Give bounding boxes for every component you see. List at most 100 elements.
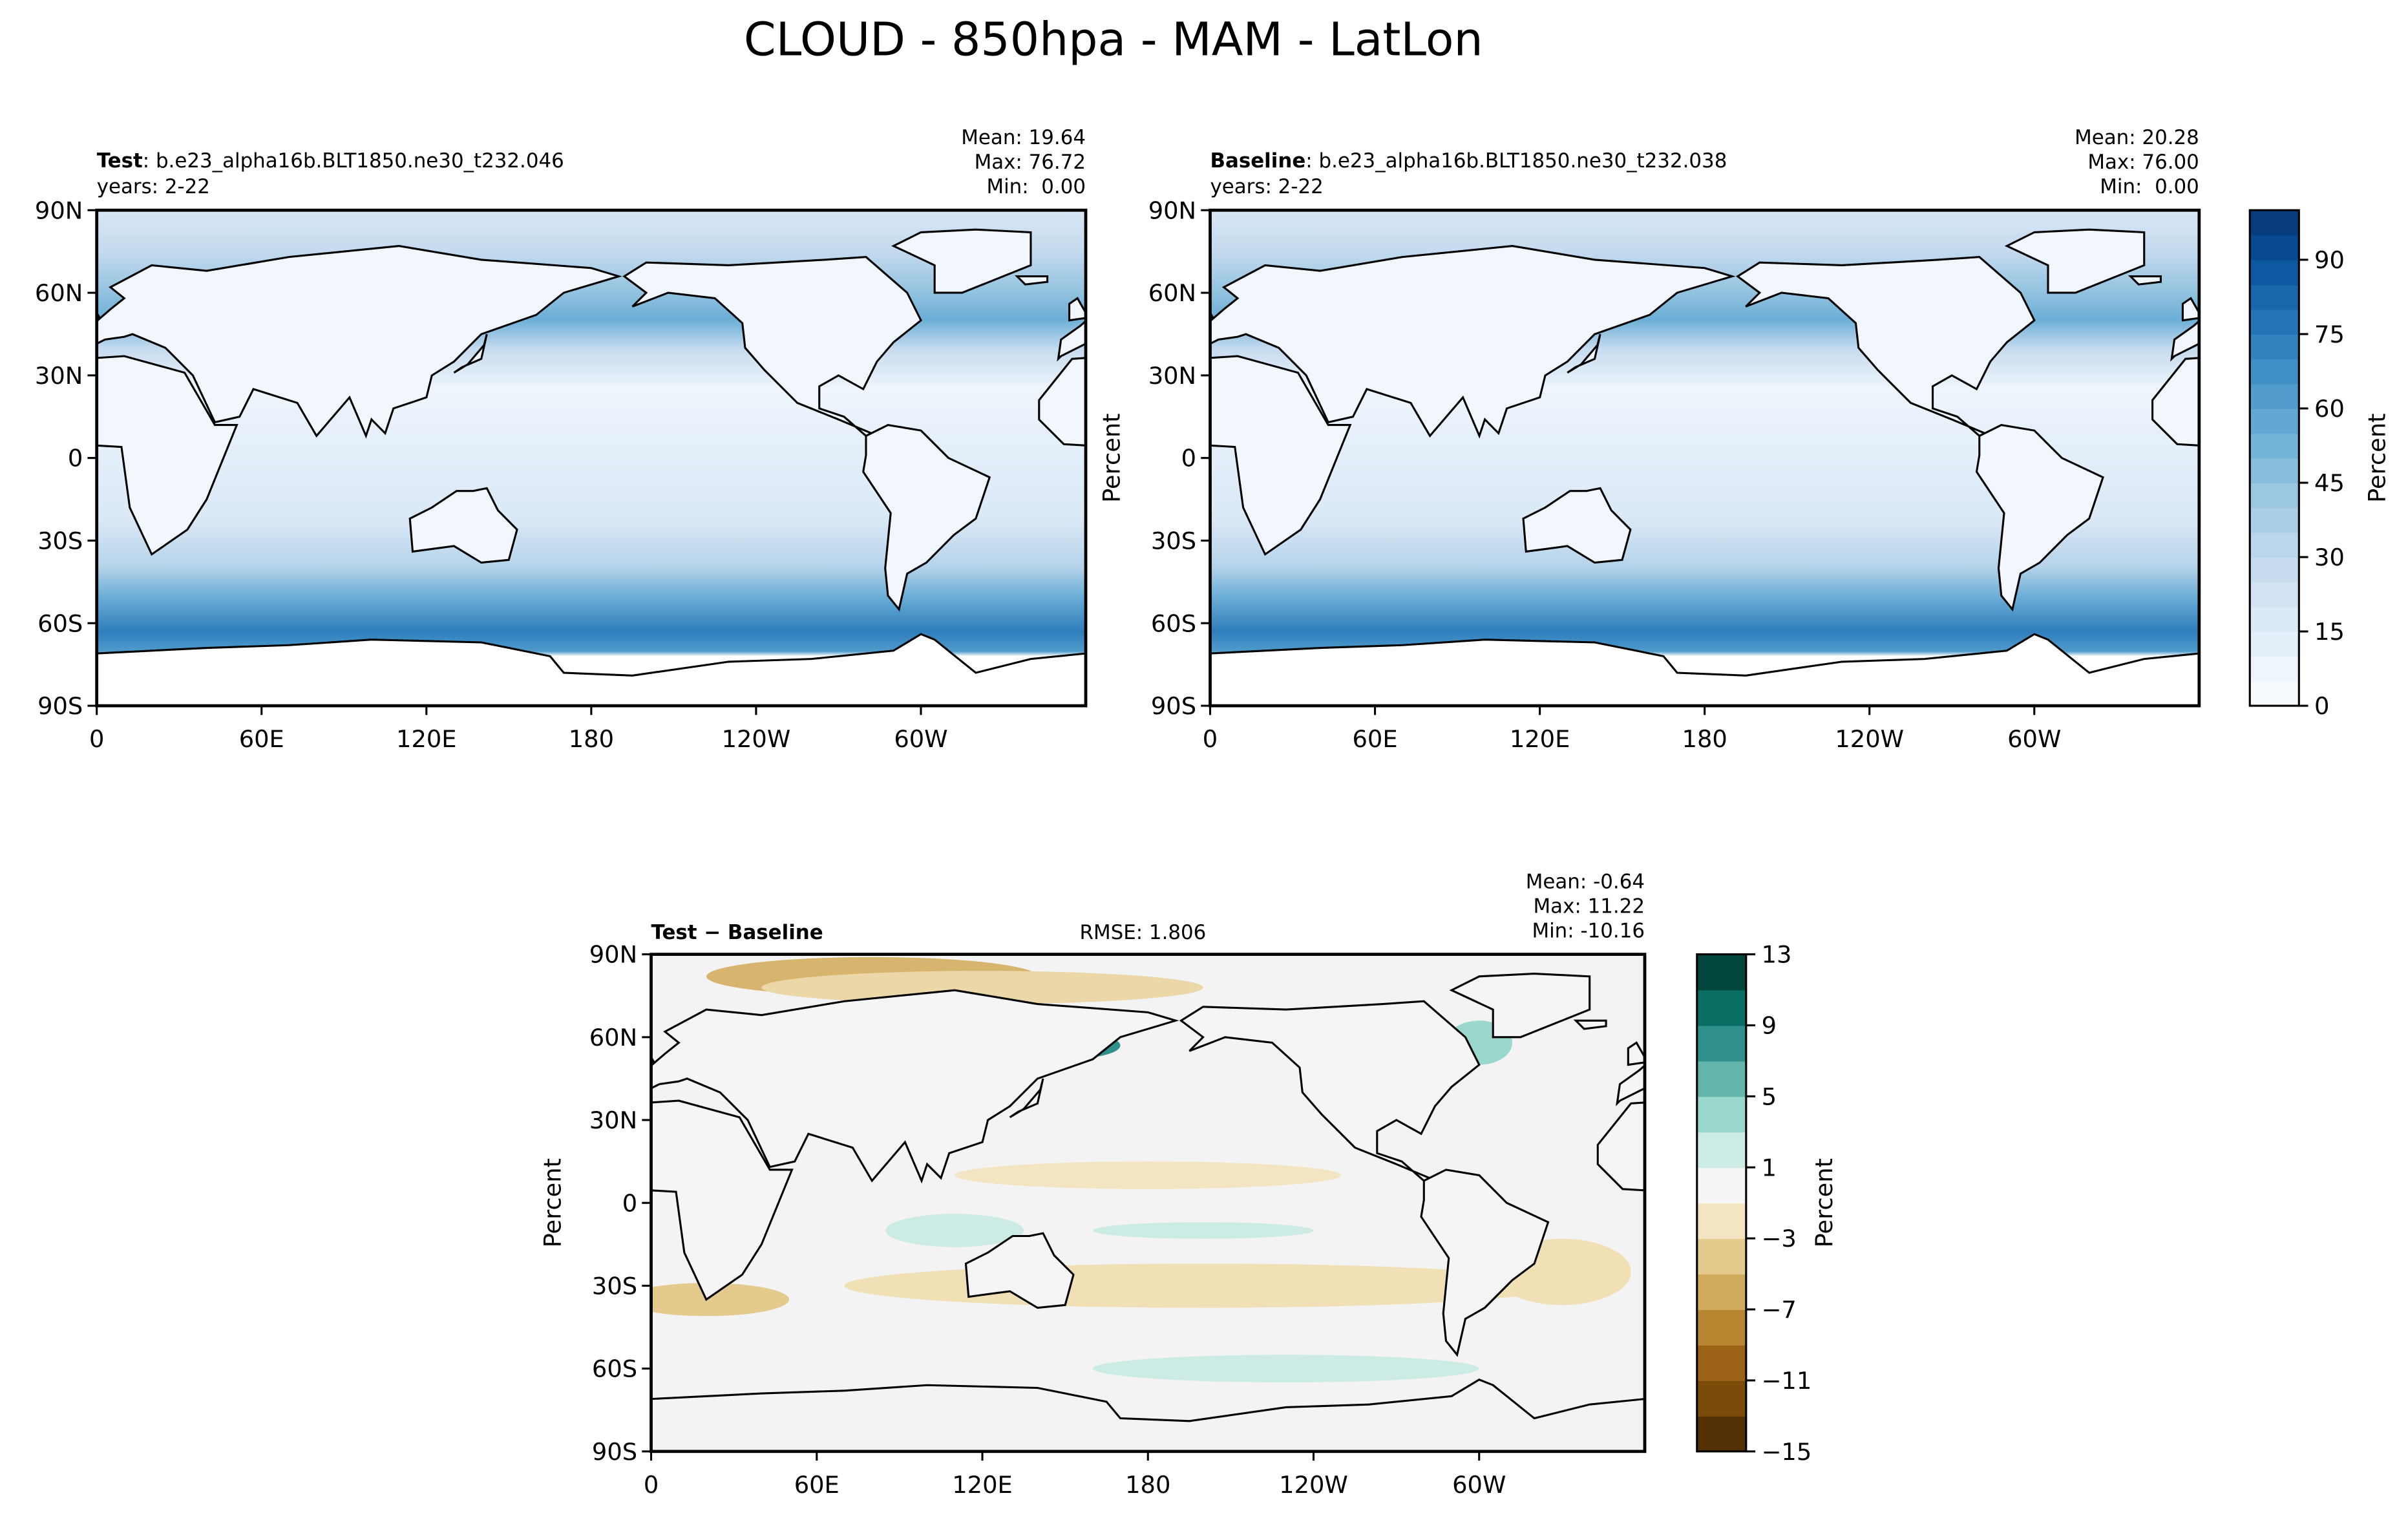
colorbar-band [2250,606,2299,632]
y-tick-label: 30S [1151,527,1196,555]
x-tick-label: 180 [1125,1471,1170,1499]
x-tick-label: 60E [1353,725,1398,753]
x-tick-label: 0 [644,1471,659,1499]
coastline [2128,275,2162,286]
colorbar-band [1696,1061,1746,1097]
panel-run: : b.e23_alpha16b.BLT1850.ne30_t232.046 [143,149,564,173]
coastline [1015,275,1049,286]
coastline [1567,333,1601,374]
coastline [1616,1064,1645,1106]
colorbar-band [1696,1238,1746,1275]
x-tick-label: 60E [239,725,284,753]
colorbar-band [2250,458,2299,483]
y-tick-label: 60S [37,609,83,637]
y-tick-label: 60N [35,279,83,307]
colorbar-band [2250,235,2299,260]
coastline [1522,487,1632,564]
colorbar-tick-label: 5 [1762,1083,1777,1110]
y-tick-label: 90S [37,692,83,720]
colorbar-tick-label: −3 [1762,1225,1797,1252]
coastline [964,1232,1075,1309]
coastline [2181,297,2199,322]
y-axis-label: Percent [1097,413,1125,502]
y-tick-label: 60S [1151,609,1196,637]
colorbar-tick-label: 0 [2314,692,2329,720]
coastline [622,256,922,438]
x-tick-label: 0 [1203,725,1218,753]
x-tick-label: 180 [1682,725,1727,753]
panel-stat: Mean: 20.28 [2075,126,2199,149]
colorbar-band [2250,383,2299,409]
colorbar-band [1696,989,1746,1026]
coastline [96,244,622,439]
colorbar-band [1696,1096,1746,1133]
x-tick-label: 60W [894,725,947,753]
field-anomaly [1092,1355,1479,1382]
x-tick-label: 120W [1835,725,1904,753]
coastline [651,1378,1645,1452]
coastline [428,1170,555,1355]
coastline [408,487,518,564]
colorbar-band [2250,408,2299,434]
panel-stat: Max: 11.22 [1534,895,1645,918]
colorbar-frame [1696,953,1748,1453]
y-tick-label: 30N [589,1106,637,1134]
y-tick-label: 0 [622,1189,637,1217]
colorbar-band [2250,532,2299,558]
colorbar-band [2250,482,2299,509]
coastline [1009,1078,1044,1119]
coastline [2003,1079,2036,1117]
y-tick-label: 30N [1148,362,1196,390]
y-tick-label: 30S [37,527,83,555]
colorbar-band [1696,1203,1746,1240]
field-anomaly [1092,1222,1314,1239]
x-tick-label: 60E [794,1471,840,1499]
colorbar-band [1696,1309,1746,1346]
coastline [1596,1101,1645,1192]
colorbar-band [2250,333,2299,360]
panel-label: Baseline: b.e23_alpha16b.BLT1850.ne30_t2… [1210,149,1727,173]
panel-stat: Min: 0.00 [986,175,1086,198]
coastline [1210,633,2199,706]
panel-stat: Min: 0.00 [2100,175,2199,198]
coastline [1038,357,1086,447]
x-tick-label: 180 [569,725,614,753]
colorbar-band [1696,1025,1746,1062]
colorbar-band [2250,631,2299,657]
colorbar-label: Percent [2363,413,2391,502]
x-tick-label: 120E [396,725,457,753]
coastline [453,333,488,374]
field-anomaly [761,971,1203,1004]
colorbar-band [2250,433,2299,459]
field-anomaly [651,1283,790,1316]
x-tick-label: 120E [1510,725,1570,753]
coastline [862,423,991,612]
coastline [1975,423,2104,612]
coastline [1736,256,2036,438]
coastline [0,425,1,609]
coastline [2170,319,2199,362]
panel-name: Test [97,149,143,173]
coastline [96,355,238,556]
coastline [1627,1041,1645,1066]
colorbar-tick-label: 45 [2314,469,2345,497]
field-anomaly [885,1214,1024,1247]
colorbar-band [1696,1167,1746,1204]
colorbar-band [2250,259,2299,286]
colorbar-tick-label: 75 [2314,321,2345,348]
coastline [651,1099,794,1302]
figure-title: CLOUD - 850hpa - MAM - LatLon [744,12,1483,66]
coastline [1449,972,1591,1039]
coastline [1210,244,1736,439]
x-tick-label: 120W [722,725,791,753]
colorbar-band [2250,309,2299,335]
y-tick-label: 90S [1151,692,1196,720]
y-tick-label: 60N [589,1024,637,1052]
coastline [96,633,1086,706]
colorbar-tick-label: −7 [1762,1296,1797,1324]
coastline [1573,1019,1607,1030]
colorbar-band [2250,284,2299,310]
coastline [187,1001,485,1181]
coastline [1068,297,1086,322]
